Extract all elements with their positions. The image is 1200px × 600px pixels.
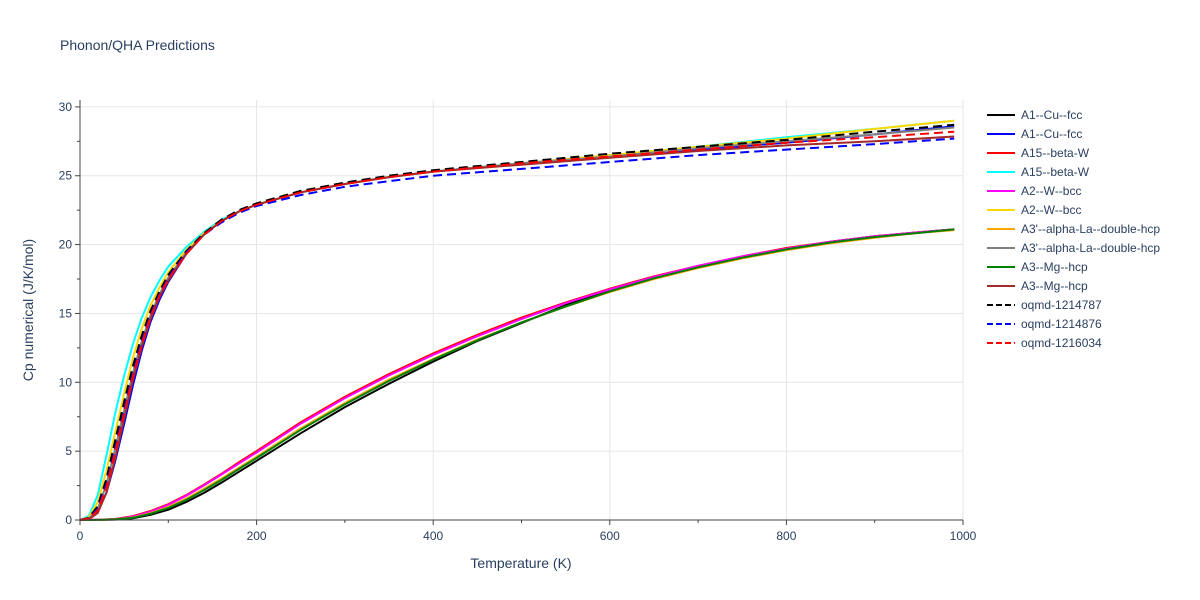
legend-item[interactable]: A3'--alpha-La--double-hcp bbox=[987, 241, 1160, 255]
legend-label: oqmd-1216034 bbox=[1021, 336, 1102, 350]
legend-item[interactable]: oqmd-1214876 bbox=[987, 317, 1102, 331]
y-tick-label: 30 bbox=[59, 100, 73, 114]
grid bbox=[80, 100, 964, 520]
legend-item[interactable]: A3--Mg--hcp bbox=[987, 260, 1088, 274]
axes: 0 200 400 600 800 1000 0 5 10 15 20 25 30 bbox=[59, 100, 977, 543]
legend-item[interactable]: A2--W--bcc bbox=[987, 203, 1081, 217]
legend-item[interactable]: oqmd-1214787 bbox=[987, 298, 1102, 312]
plot-background bbox=[80, 100, 963, 520]
y-tick-label: 15 bbox=[59, 306, 73, 320]
y-axis-title: Cp numerical (J/K/mol) bbox=[20, 239, 36, 381]
legend-label: A3'--alpha-La--double-hcp bbox=[1021, 222, 1160, 236]
legend-label: A2--W--bcc bbox=[1021, 203, 1081, 217]
legend-label: A3--Mg--hcp bbox=[1021, 279, 1088, 293]
legend-label: A2--W--bcc bbox=[1021, 184, 1081, 198]
legend[interactable]: A1--Cu--fcc A1--Cu--fcc A15--beta-W A15--be… bbox=[987, 108, 1160, 350]
x-axis-title: Temperature (K) bbox=[470, 555, 571, 571]
legend-item[interactable]: A1--Cu--fcc bbox=[987, 127, 1082, 141]
series-line-A3--Mg--hcp bbox=[79, 135, 955, 521]
legend-item[interactable]: A1--Cu--fcc bbox=[987, 108, 1082, 122]
legend-label: oqmd-1214876 bbox=[1021, 317, 1102, 331]
legend-label: A3--Mg--hcp bbox=[1021, 260, 1088, 274]
x-tick-label: 200 bbox=[247, 529, 267, 543]
legend-item[interactable]: oqmd-1216034 bbox=[987, 336, 1102, 350]
x-tick-label: 800 bbox=[776, 529, 796, 543]
series-line-oqmd-1216034 bbox=[79, 130, 955, 521]
legend-label: A15--beta-W bbox=[1021, 165, 1090, 179]
legend-label: A1--Cu--fcc bbox=[1021, 127, 1082, 141]
legend-item[interactable]: A3--Mg--hcp bbox=[987, 279, 1088, 293]
legend-item[interactable]: A2--W--bcc bbox=[987, 184, 1081, 198]
x-tick-label: 600 bbox=[600, 529, 620, 543]
series-group bbox=[79, 119, 955, 521]
y-tick-label: 0 bbox=[65, 513, 72, 527]
legend-label: oqmd-1214787 bbox=[1021, 298, 1102, 312]
legend-item[interactable]: A3'--alpha-La--double-hcp bbox=[987, 222, 1160, 236]
y-tick-label: 20 bbox=[59, 238, 73, 252]
chart-title: Phonon/QHA Predictions bbox=[60, 37, 215, 53]
legend-item[interactable]: A15--beta-W bbox=[987, 165, 1090, 179]
legend-label: A3'--alpha-La--double-hcp bbox=[1021, 241, 1160, 255]
legend-label: A1--Cu--fcc bbox=[1021, 108, 1082, 122]
y-tick-label: 25 bbox=[59, 169, 73, 183]
x-tick-label: 400 bbox=[423, 529, 443, 543]
y-tick-label: 10 bbox=[59, 375, 73, 389]
y-tick-label: 5 bbox=[65, 444, 72, 458]
legend-item[interactable]: A15--beta-W bbox=[987, 146, 1090, 160]
series-line-oqmd-1214787 bbox=[79, 123, 955, 521]
x-tick-label: 1000 bbox=[950, 529, 977, 543]
legend-label: A15--beta-W bbox=[1021, 146, 1090, 160]
series-line-A3--Mg--hcp bbox=[79, 228, 955, 521]
x-tick-label: 0 bbox=[77, 529, 84, 543]
